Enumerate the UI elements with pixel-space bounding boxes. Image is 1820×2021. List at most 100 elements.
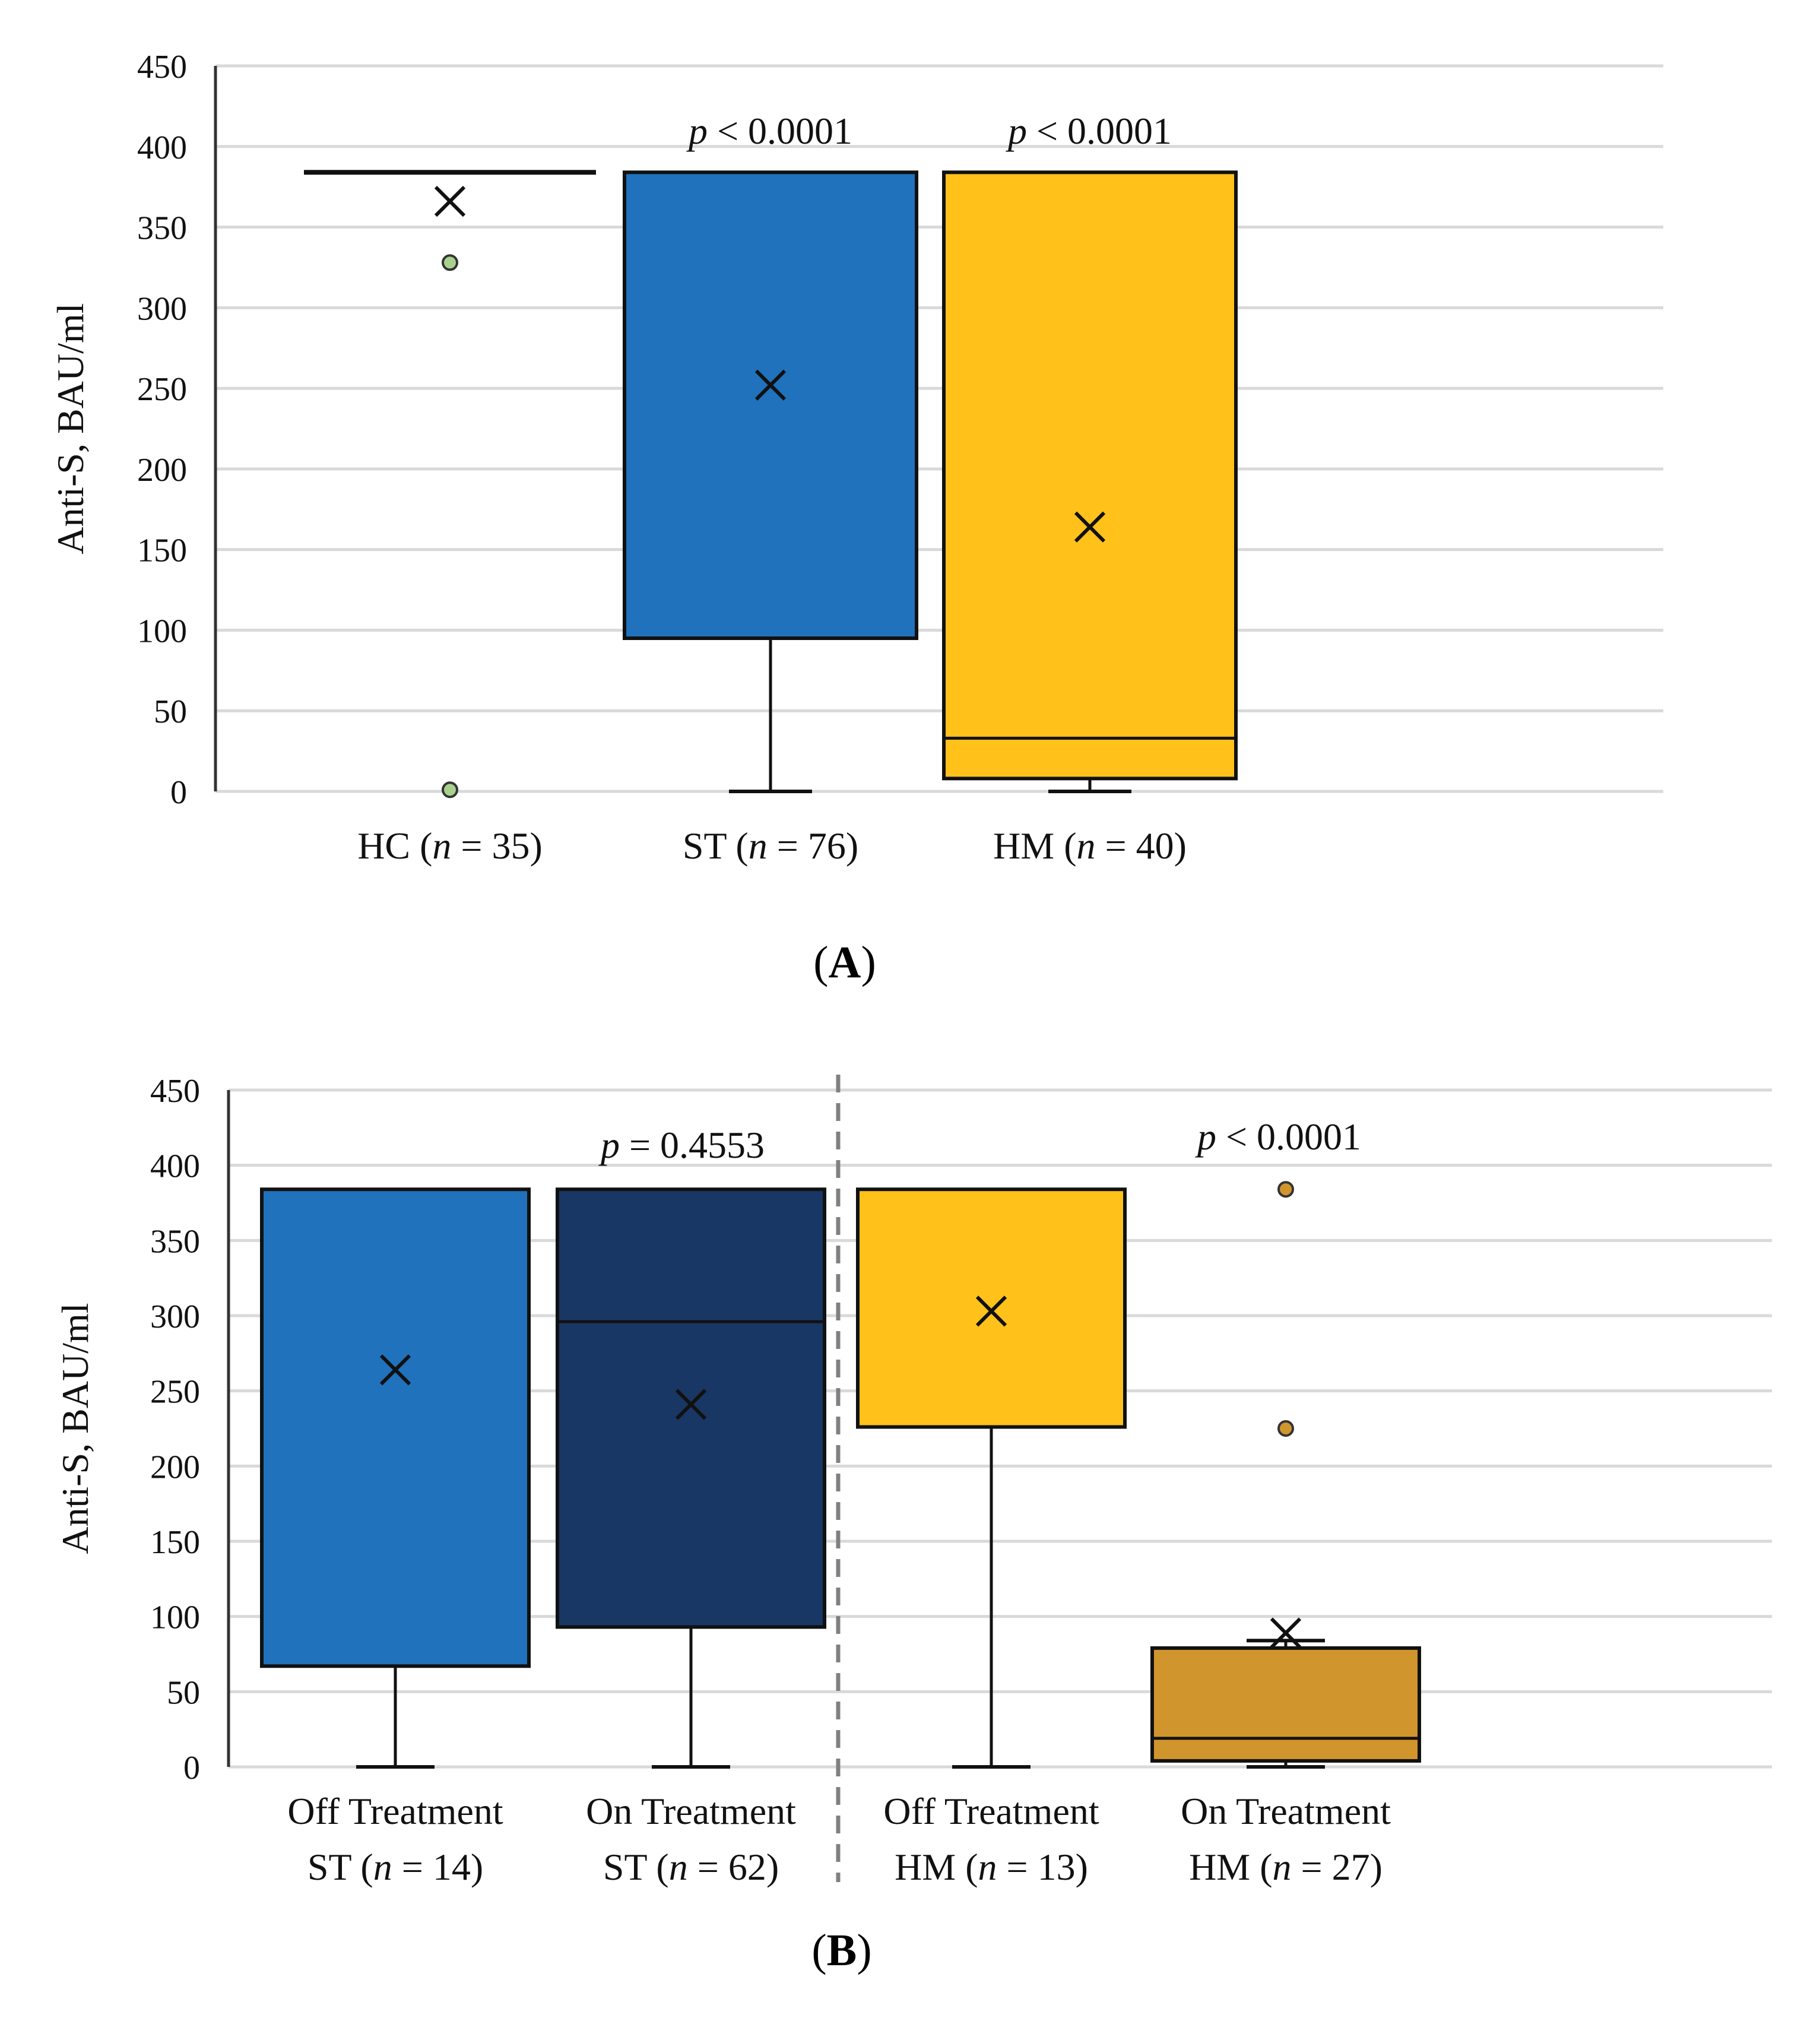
- mean-marker: [1074, 511, 1106, 543]
- y-tick-label: 200: [150, 1449, 200, 1485]
- category-label-line2: HM (n = 27): [1189, 1846, 1383, 1888]
- category-label-line2-pre: HM (: [895, 1846, 978, 1888]
- category-label: ST (n = 76): [683, 825, 858, 867]
- box-group: [942, 170, 1238, 793]
- mean-marker: [754, 369, 787, 401]
- mean-marker-b: [675, 1389, 707, 1420]
- category-label-line2: ST (n = 62): [603, 1846, 779, 1888]
- y-tick-label: 250: [150, 1374, 200, 1411]
- category-label-line1: On Treatment: [586, 1790, 796, 1832]
- p-value-symbol: p: [1006, 110, 1027, 152]
- y-tick-label: 0: [183, 1750, 200, 1786]
- category-label-line1: Off Treatment: [883, 1790, 1099, 1832]
- mean-marker-b: [975, 1295, 1007, 1327]
- y-tick-label: 350: [150, 1223, 200, 1260]
- y-axis-label: Anti-S, BAU/ml: [49, 303, 91, 554]
- y-axis-label: Anti-S, BAU/ml: [54, 1303, 96, 1554]
- category-label-line2-post: = 14): [392, 1846, 483, 1888]
- y-tick-label: 150: [150, 1524, 200, 1561]
- category-label-pre: HM (: [993, 825, 1076, 867]
- p-value-label: p < 0.0001: [1006, 110, 1172, 152]
- mean-marker: [975, 1295, 1007, 1327]
- y-tick-label: 250: [137, 371, 187, 408]
- category-label-post: = 76): [768, 825, 858, 867]
- box-group: [1150, 1181, 1421, 1769]
- box-group: [856, 1187, 1127, 1769]
- outlier-point: [1277, 1181, 1294, 1198]
- category-label-line2-post: = 27): [1292, 1846, 1383, 1888]
- p-value-text: < 0.0001: [708, 110, 852, 152]
- panel-label: (A): [813, 937, 876, 987]
- panel-label-open: (: [813, 937, 828, 987]
- p-value-label: p < 0.0001: [686, 110, 852, 152]
- panel-b: 0 50 100 150 200 250 300 350 400 450 Anti-S, BAU/m…: [0, 1009, 1820, 2021]
- category-label-line1: Off Treatment: [287, 1790, 503, 1832]
- y-tick-label: 450: [137, 49, 187, 85]
- y-tick-label: 450: [150, 1073, 200, 1110]
- mean-marker-b: [754, 369, 787, 401]
- category-label-line2-post: = 62): [688, 1846, 779, 1888]
- category-label-pre: ST (: [683, 825, 749, 867]
- category-label-line2-pre: HM (: [1189, 1846, 1272, 1888]
- category-label-n: n: [749, 825, 768, 867]
- box: [260, 1187, 531, 1668]
- panel-label-close: ): [857, 1925, 871, 1975]
- y-tick-label: 200: [137, 452, 187, 489]
- p-value-symbol: p: [1195, 1116, 1216, 1158]
- p-value-text: < 0.0001: [1216, 1116, 1361, 1158]
- box: [942, 170, 1238, 781]
- outlier-point: [442, 781, 458, 799]
- mean-marker: [434, 185, 466, 217]
- outlier-point: [1277, 1420, 1294, 1437]
- panel-label-open: (: [811, 1925, 826, 1975]
- category-label-line2-n: n: [669, 1846, 688, 1888]
- outlier-point: [442, 254, 458, 271]
- category-label-line2-pre: ST (: [603, 1846, 669, 1888]
- mean-marker-b: [434, 185, 466, 217]
- box: [856, 1187, 1127, 1429]
- y-tick-label: 400: [137, 129, 187, 166]
- panel-label-letter: B: [827, 1925, 857, 1975]
- category-label-line2-n: n: [978, 1846, 997, 1888]
- y-tick-label: 50: [167, 1674, 200, 1711]
- mean-marker: [675, 1389, 707, 1420]
- chart-a-svg: 0 50 100 150 200 250 300 350 400 450 Anti-S, BAU/m…: [49, 49, 1663, 987]
- p-value-label: p < 0.0001: [1195, 1116, 1361, 1158]
- y-tick-label: 0: [170, 774, 187, 811]
- panel-a: 0 50 100 150 200 250 300 350 400 450 Anti-S, BAU/m…: [0, 0, 1820, 1009]
- mean-marker-b: [1270, 1617, 1302, 1649]
- p-value-symbol: p: [598, 1124, 620, 1166]
- category-label-pre: HC (: [357, 825, 432, 867]
- mean-marker-b: [379, 1354, 411, 1386]
- box-group: [556, 1187, 826, 1769]
- box: [623, 170, 918, 641]
- box: [556, 1187, 826, 1629]
- category-label-line2-pre: ST (: [307, 1846, 373, 1888]
- mean-marker-b: [1074, 511, 1106, 543]
- y-tick-label: 300: [150, 1298, 200, 1335]
- category-label-line2: ST (n = 14): [307, 1846, 483, 1888]
- box-group: [623, 170, 918, 793]
- category-label: HC (n = 35): [357, 825, 543, 867]
- category-label-line2-n: n: [1273, 1846, 1292, 1888]
- panel-label-close: ): [861, 937, 876, 987]
- mean-marker: [1270, 1617, 1302, 1649]
- category-label-line2-n: n: [373, 1846, 392, 1888]
- chart-b-svg: 0 50 100 150 200 250 300 350 400 450 Anti-S, BAU/m…: [54, 1073, 1772, 1975]
- category-label-line1: On Treatment: [1181, 1790, 1391, 1832]
- category-label-n: n: [1077, 825, 1096, 867]
- panel-label: (B): [811, 1925, 871, 1975]
- y-tick-label: 100: [150, 1599, 200, 1636]
- y-tick-label: 350: [137, 210, 187, 247]
- y-tick-label: 400: [150, 1148, 200, 1185]
- p-value-text: = 0.4553: [620, 1124, 765, 1166]
- category-label-line2-post: = 13): [997, 1846, 1088, 1888]
- box: [1150, 1646, 1421, 1763]
- p-value-symbol: p: [686, 110, 708, 152]
- y-tick-label: 100: [137, 613, 187, 650]
- mean-marker: [379, 1354, 411, 1386]
- p-value-text: < 0.0001: [1027, 110, 1172, 152]
- box-group: [260, 1187, 531, 1769]
- y-tick-label: 150: [137, 533, 187, 569]
- category-label-n: n: [432, 825, 451, 867]
